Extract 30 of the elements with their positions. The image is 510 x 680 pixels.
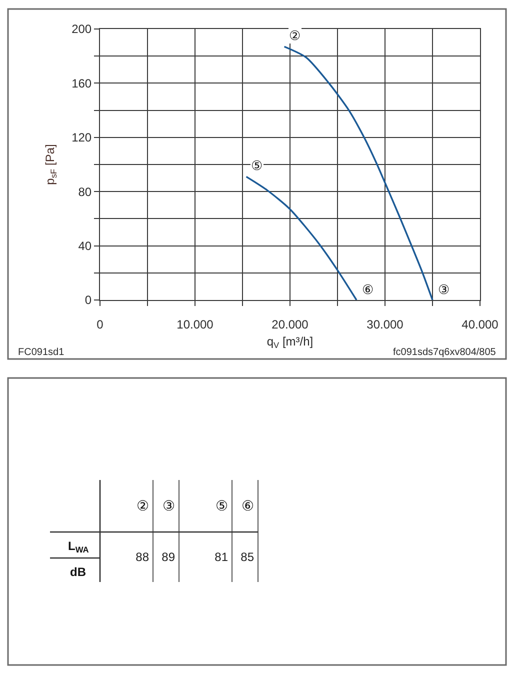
annotation: ⑥ xyxy=(362,282,374,297)
y-tick-label: 200 xyxy=(72,22,92,36)
data-label: 81 xyxy=(214,550,228,564)
annotation: ② xyxy=(289,28,301,43)
category-label: ② xyxy=(136,498,149,514)
line-series xyxy=(245,176,358,300)
y-tick-label: 0 xyxy=(84,293,92,308)
line-series xyxy=(283,46,434,300)
x-tick-label: 20.000 xyxy=(272,317,309,332)
text: FC091sd1 xyxy=(18,347,65,358)
x-axis-title: q$_{V}$ [m³/h] xyxy=(266,334,314,350)
x-tick-label: 0 xyxy=(96,317,104,332)
text: L$_{WA}$ xyxy=(68,539,89,555)
annotation: ⑤ xyxy=(251,158,263,173)
x-tick-label: 40.000 xyxy=(462,317,499,332)
x-tick-label: 10.000 xyxy=(176,317,214,332)
category-label: ⑥ xyxy=(241,498,254,514)
data-label: 88 xyxy=(136,550,150,564)
annotation: ③ xyxy=(438,282,450,297)
text: dB xyxy=(70,565,86,579)
y-tick-label: 120 xyxy=(72,130,92,145)
category-label: ③ xyxy=(162,498,175,514)
y-tick-label: 160 xyxy=(72,76,92,90)
data-label: 89 xyxy=(162,550,176,564)
text: fc091sds7q6xv804/805 xyxy=(393,347,496,358)
data-label: 85 xyxy=(240,550,254,564)
y-tick-label: 80 xyxy=(78,184,92,199)
x-tick-label: 30.000 xyxy=(366,317,404,332)
y-tick-label: 40 xyxy=(78,239,92,253)
category-label: ⑤ xyxy=(215,498,228,514)
